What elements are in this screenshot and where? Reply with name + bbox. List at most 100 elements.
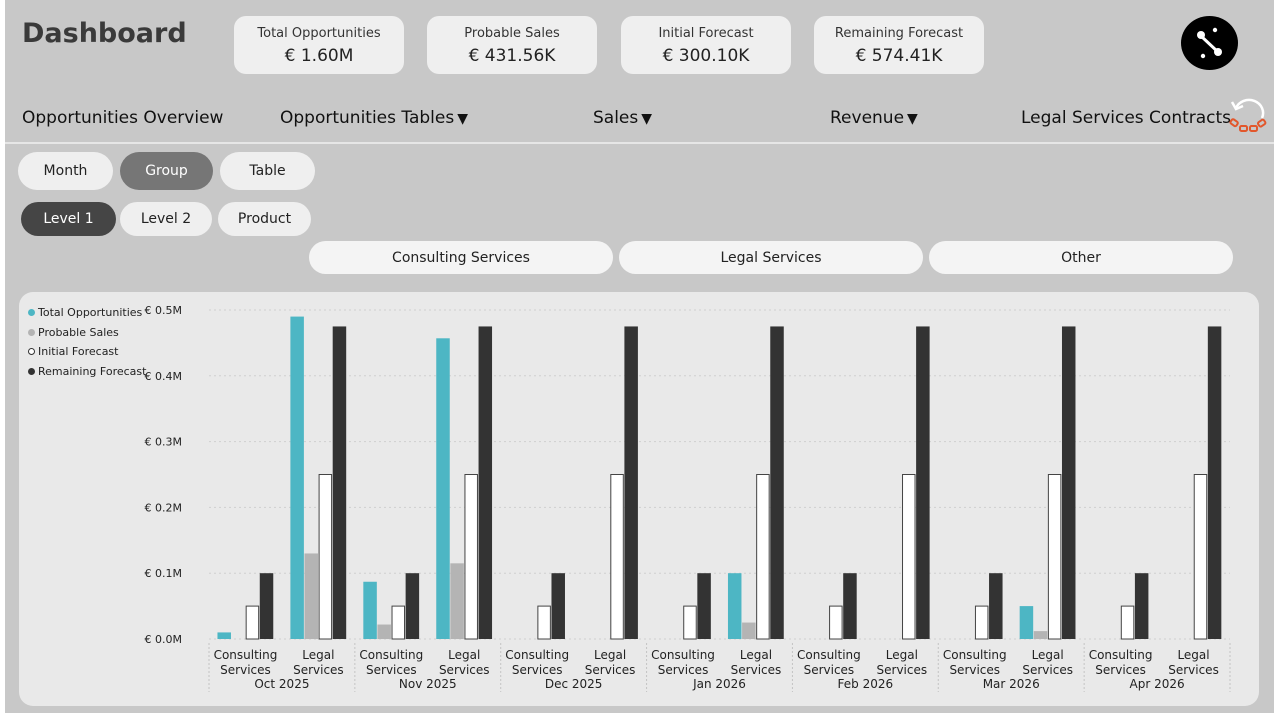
bar-initial-forecast: [537, 605, 551, 640]
bar-probable-sales: [1033, 631, 1048, 639]
bar-remaining-forecast: [770, 326, 784, 639]
nav-label: Sales: [593, 108, 639, 128]
bar-remaining-forecast: [989, 573, 1003, 639]
bar-remaining-forecast: [697, 573, 711, 639]
dropdown-arrow-icon: ▼: [457, 111, 468, 127]
x-category-label: Services: [293, 663, 344, 677]
bar-probable-sales: [304, 553, 318, 639]
x-month-label: Apr 2026: [1130, 677, 1185, 691]
brand-logo-icon: [1181, 16, 1238, 70]
bar-probable-sales: [742, 622, 756, 639]
x-category-label: Services: [804, 663, 855, 677]
kpi-label: Initial Forecast: [658, 26, 754, 41]
bar-probable-sales: [450, 563, 464, 639]
bar-remaining-forecast: [405, 573, 420, 639]
legend-label: Probable Sales: [38, 325, 119, 339]
nav-opportunities-overview[interactable]: Opportunities Overview: [22, 108, 223, 128]
x-category-label: Services: [512, 663, 563, 677]
legend-label: Remaining Forecast: [38, 364, 147, 378]
x-category-label: Services: [1095, 663, 1146, 677]
y-tick-label: € 0.4M: [145, 370, 182, 383]
bar-remaining-forecast: [1207, 326, 1222, 639]
x-category-label: Services: [1168, 663, 1219, 677]
level-2-button[interactable]: Level 2: [120, 202, 212, 236]
bar-initial-forecast: [902, 474, 916, 640]
x-category-label: Consulting: [651, 648, 715, 662]
x-month-label: Dec 2025: [545, 677, 603, 691]
x-category-label: Services: [220, 663, 271, 677]
view-group-button[interactable]: Group: [120, 152, 213, 190]
x-category-label: Services: [949, 663, 1000, 677]
bar-initial-forecast: [756, 474, 770, 640]
bar-initial-forecast: [464, 474, 478, 640]
kpi-value: € 574.41K: [855, 46, 943, 66]
y-tick-label: € 0.1M: [145, 567, 182, 580]
legend-swatch: [28, 328, 35, 336]
y-tick-label: € 0.0M: [145, 633, 182, 646]
kpi-card-total-opportunities: Total Opportunities € 1.60M: [234, 16, 404, 74]
nav-sales[interactable]: Sales ▼: [593, 108, 652, 128]
nav-label: Legal Services Contracts: [1021, 108, 1232, 128]
y-tick-label: € 0.5M: [145, 304, 182, 317]
bar-total-opportunities: [290, 316, 304, 639]
nav-label: Opportunities Tables: [280, 108, 455, 128]
x-category-label: Consulting: [797, 648, 861, 662]
legend-label: Total Opportunities: [38, 306, 143, 320]
x-category-label: Services: [366, 663, 417, 677]
x-category-label: Consulting: [214, 648, 278, 662]
x-category-label: Legal: [886, 648, 918, 662]
bar-probable-sales: [377, 624, 391, 639]
bar-total-opportunities: [727, 573, 742, 639]
x-category-label: Services: [585, 663, 636, 677]
nav-legal-services-contracts[interactable]: Legal Services Contracts: [1021, 108, 1231, 128]
bar-initial-forecast: [1193, 474, 1208, 640]
view-table-button[interactable]: Table: [220, 152, 315, 190]
reset-filters-icon[interactable]: [1228, 96, 1268, 134]
bar-remaining-forecast: [843, 573, 857, 639]
bar-remaining-forecast: [259, 573, 274, 639]
x-category-label: Legal: [448, 648, 480, 662]
y-tick-label: € 0.2M: [145, 501, 182, 514]
y-tick-label: € 0.3M: [145, 436, 182, 449]
nav-opportunities-tables[interactable]: Opportunities Tables ▼: [280, 108, 468, 128]
x-category-label: Services: [731, 663, 782, 677]
bar-remaining-forecast: [332, 326, 347, 639]
level-1-button[interactable]: Level 1: [21, 202, 116, 236]
product-button[interactable]: Product: [218, 202, 311, 236]
nav-revenue[interactable]: Revenue ▼: [830, 108, 918, 128]
bar-remaining-forecast: [1134, 573, 1149, 639]
slicer-consulting-services[interactable]: Consulting Services: [309, 241, 613, 274]
bar-initial-forecast: [1120, 605, 1135, 640]
x-category-label: Services: [658, 663, 709, 677]
nav-label: Opportunities Overview: [22, 108, 224, 128]
legend-item-total-opportunities[interactable]: Total Opportunities: [28, 303, 146, 323]
slicer-other[interactable]: Other: [929, 241, 1233, 274]
legend-item-initial-forecast[interactable]: Initial Forecast: [28, 342, 146, 362]
bar-total-opportunities: [436, 338, 450, 639]
kpi-card-remaining-forecast: Remaining Forecast € 574.41K: [814, 16, 984, 74]
legend-item-remaining-forecast[interactable]: Remaining Forecast: [28, 362, 146, 382]
x-category-label: Legal: [1032, 648, 1064, 662]
bar-initial-forecast: [245, 605, 260, 640]
bar-initial-forecast: [683, 605, 697, 640]
kpi-card-initial-forecast: Initial Forecast € 300.10K: [621, 16, 791, 74]
bar-total-opportunities: [1019, 606, 1034, 639]
bar-initial-forecast: [391, 605, 406, 640]
kpi-value: € 431.56K: [468, 46, 556, 66]
legend-swatch: [28, 348, 35, 356]
bar-remaining-forecast: [624, 326, 638, 639]
slicer-legal-services[interactable]: Legal Services: [619, 241, 923, 274]
legend-item-probable-sales[interactable]: Probable Sales: [28, 323, 146, 343]
nav-label: Revenue: [830, 108, 905, 128]
x-category-label: Consulting: [505, 648, 569, 662]
kpi-value: € 1.60M: [284, 46, 354, 66]
x-category-label: Consulting: [1089, 648, 1153, 662]
bar-initial-forecast: [318, 474, 333, 640]
x-month-label: Feb 2026: [838, 677, 894, 691]
bar-total-opportunities: [217, 632, 231, 639]
dropdown-arrow-icon: ▼: [641, 111, 653, 127]
bar-initial-forecast: [610, 474, 624, 640]
view-month-button[interactable]: Month: [18, 152, 113, 190]
x-month-label: Nov 2025: [399, 677, 457, 691]
